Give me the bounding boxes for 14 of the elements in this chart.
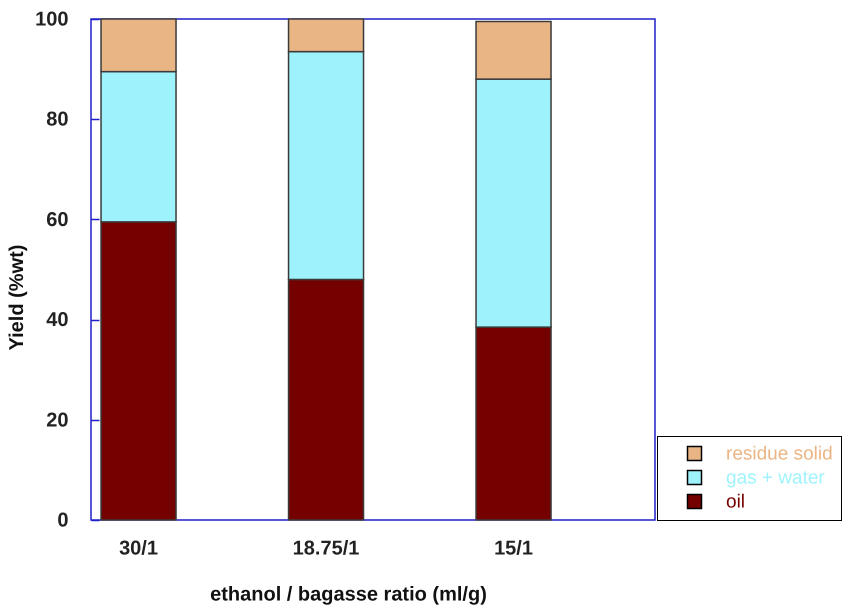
legend-label: oil [726,492,746,512]
legend-label: gas + water [726,468,826,488]
y-tick-label: 0 [57,510,68,532]
y-tick-label: 40 [46,309,68,332]
x-tick-label: 30/1 [119,538,158,560]
x-tick-label: 15/1 [494,538,533,560]
y-tick-label: 20 [46,409,68,432]
y-tick-label: 100 [35,8,68,30]
y-tick-label: 80 [46,108,68,131]
y-axis-title: Yield (%wt) [6,244,28,350]
x-tick-label: 18.75/1 [292,538,360,560]
y-tick-label: 60 [46,208,68,231]
legend-label: residue solid [726,444,833,464]
x-axis-title: ethanol / bagasse ratio (ml/g) [210,584,487,606]
